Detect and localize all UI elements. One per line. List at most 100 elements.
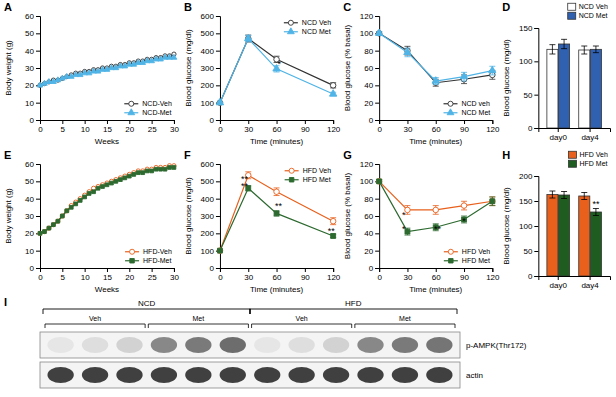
tick-label: 0 bbox=[218, 273, 223, 282]
tick-mark bbox=[558, 128, 559, 132]
error-bar bbox=[549, 45, 555, 54]
tick-label: 30 bbox=[170, 125, 179, 134]
point bbox=[87, 192, 91, 196]
point bbox=[51, 223, 55, 227]
point bbox=[163, 167, 167, 171]
point bbox=[405, 229, 410, 234]
point bbox=[60, 214, 64, 218]
legend-label: HFD Met bbox=[462, 257, 490, 264]
tick: 20 bbox=[125, 268, 134, 282]
error-cap bbox=[433, 205, 439, 206]
line-series bbox=[217, 186, 336, 253]
band bbox=[116, 337, 142, 353]
point bbox=[490, 199, 495, 204]
tick-label: 5 bbox=[61, 273, 66, 282]
tick: 0 bbox=[528, 272, 538, 281]
marks bbox=[376, 179, 495, 235]
bar bbox=[559, 44, 570, 128]
annotation: * bbox=[278, 59, 282, 69]
tick-mark bbox=[305, 120, 306, 124]
point bbox=[141, 171, 145, 175]
tick-mark bbox=[152, 268, 153, 272]
tick-mark bbox=[216, 85, 220, 86]
axis-line bbox=[539, 129, 611, 133]
legend-label: NCD Met bbox=[302, 28, 331, 35]
band bbox=[426, 367, 452, 383]
sub-bracket bbox=[45, 324, 145, 328]
bar-series bbox=[559, 39, 602, 128]
point bbox=[92, 190, 96, 194]
tick: 150 bbox=[519, 197, 538, 206]
error-line bbox=[595, 46, 596, 53]
error-bar bbox=[433, 206, 439, 215]
tick-mark bbox=[464, 120, 465, 124]
tick-label: 60 bbox=[273, 273, 282, 282]
legend-marker bbox=[288, 20, 293, 25]
tick: 80 bbox=[364, 47, 379, 56]
error-line bbox=[584, 46, 585, 54]
y-axis-title: Blood glucose (% basal) bbox=[343, 25, 352, 112]
tick-label: 100 bbox=[201, 99, 215, 108]
legend-marker bbox=[130, 259, 134, 263]
tick: 200 bbox=[519, 172, 538, 181]
point bbox=[217, 248, 223, 254]
legend-item: NCD Veh bbox=[568, 3, 608, 10]
tick-label: 50 bbox=[523, 247, 532, 256]
series-line bbox=[220, 175, 333, 250]
tick: 40 bbox=[25, 47, 40, 56]
tick: 600 bbox=[201, 160, 220, 169]
tick: 120 bbox=[327, 268, 341, 282]
point bbox=[65, 209, 69, 213]
point bbox=[136, 171, 140, 175]
bar bbox=[559, 195, 570, 276]
error-cap bbox=[461, 81, 467, 82]
annotation: ** bbox=[328, 226, 336, 236]
tick: 60 bbox=[273, 268, 282, 282]
tick: 30 bbox=[170, 120, 179, 134]
band bbox=[426, 337, 452, 353]
tick-label: 10 bbox=[81, 125, 90, 134]
tick-mark bbox=[534, 95, 538, 96]
tick-mark bbox=[375, 16, 379, 17]
tick-label: 25 bbox=[148, 273, 157, 282]
tick-label: 0 bbox=[528, 124, 533, 133]
error-cap bbox=[593, 52, 599, 53]
tick-label: 40 bbox=[364, 229, 373, 238]
error-cap bbox=[404, 205, 410, 206]
panel-label: E bbox=[4, 149, 11, 161]
point bbox=[145, 169, 149, 173]
tick-mark bbox=[375, 68, 379, 69]
tick-mark bbox=[534, 276, 538, 277]
error-cap bbox=[433, 214, 439, 215]
tick-mark bbox=[534, 226, 538, 227]
tick-label: 60 bbox=[432, 273, 441, 282]
y-axis-title: Body weight (g) bbox=[4, 188, 13, 244]
series-line bbox=[40, 58, 174, 86]
tick-label: 30 bbox=[403, 125, 412, 134]
point bbox=[65, 209, 69, 213]
tick-label: 0 bbox=[369, 116, 374, 125]
annotation: * bbox=[402, 224, 406, 234]
x-axis: 051015202530 bbox=[38, 268, 179, 282]
tick-label: 30 bbox=[25, 212, 34, 221]
tick-mark bbox=[407, 120, 408, 124]
legend-swatch bbox=[568, 151, 576, 158]
error-bar bbox=[376, 180, 382, 183]
error-bar bbox=[561, 39, 567, 48]
point bbox=[330, 83, 336, 89]
legend-marker bbox=[289, 168, 294, 173]
point bbox=[433, 207, 439, 213]
tick: 25 bbox=[148, 268, 157, 282]
tick-label: 500 bbox=[201, 29, 215, 38]
band bbox=[357, 337, 383, 353]
line-series bbox=[38, 164, 176, 236]
point bbox=[329, 90, 336, 96]
band bbox=[151, 367, 177, 383]
legend-label: HFD Met bbox=[303, 176, 331, 183]
line-series bbox=[376, 179, 495, 235]
tick: 30 bbox=[403, 120, 412, 134]
tick: 30 bbox=[25, 212, 40, 221]
tick-label: day0 bbox=[550, 281, 568, 290]
point bbox=[150, 169, 154, 173]
tick: 0 bbox=[528, 124, 538, 133]
